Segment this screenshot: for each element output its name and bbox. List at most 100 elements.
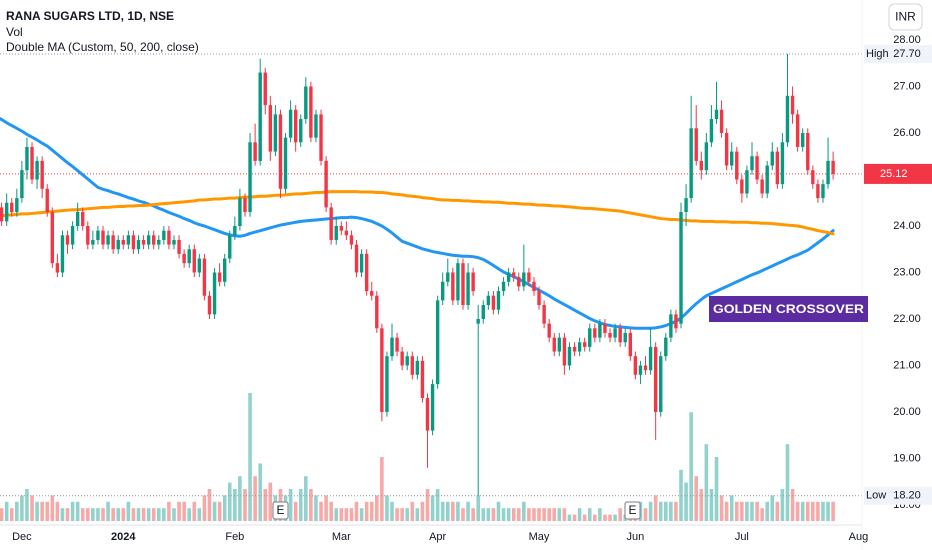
- volume-bar: [70, 501, 75, 521]
- candle-body: [390, 337, 394, 357]
- candle-body: [724, 132, 729, 166]
- candle-body: [141, 239, 146, 245]
- volume-bar: [491, 508, 496, 521]
- candle-body: [162, 230, 166, 240]
- volume-bar: [85, 508, 90, 521]
- candle-body: [547, 323, 551, 338]
- candle-body: [638, 365, 643, 375]
- x-tick-label: Jul: [735, 531, 749, 543]
- volume-bar: [20, 495, 24, 521]
- candle-body: [167, 230, 171, 245]
- axis-layer: 18.0019.0020.0021.0022.0023.0024.0025.00…: [12, 34, 932, 543]
- candle-body: [349, 235, 354, 245]
- candle-body: [81, 212, 85, 226]
- candle-body: [359, 253, 364, 273]
- candle-body: [0, 207, 4, 222]
- candle-body: [603, 323, 607, 333]
- candle-body: [582, 342, 587, 347]
- candle-body: [334, 225, 338, 240]
- volume-bar: [15, 501, 19, 521]
- volume-bar: [304, 476, 308, 521]
- currency-box[interactable]: [888, 3, 923, 31]
- candle-body: [557, 337, 562, 352]
- volume-bar: [106, 501, 110, 521]
- volume-bar: [435, 489, 440, 521]
- candle-body: [770, 151, 774, 166]
- volume-bar: [567, 514, 572, 521]
- volume-bar: [45, 501, 50, 521]
- volume-bar: [511, 508, 516, 521]
- earnings-marker[interactable]: [272, 501, 289, 520]
- x-tick-label: Jun: [627, 531, 645, 543]
- volume-bar: [734, 501, 739, 521]
- candle-body: [501, 281, 506, 292]
- candle-body: [268, 105, 273, 152]
- candle-body: [674, 314, 678, 329]
- candle-body: [126, 235, 131, 245]
- candle-body: [395, 337, 399, 352]
- y-tick-label: 19.00: [893, 452, 921, 464]
- volume-bar: [167, 501, 171, 521]
- candle-body: [157, 239, 161, 245]
- low-name: Low: [866, 490, 886, 502]
- volume-bar: [816, 501, 820, 521]
- volume-bar: [146, 508, 151, 521]
- high-value-label: 27.70: [893, 48, 921, 60]
- earnings-label[interactable]: E: [276, 503, 284, 517]
- candle-body: [598, 323, 602, 338]
- volume-bar: [288, 489, 293, 521]
- high-name: High: [866, 48, 889, 60]
- candle-body: [10, 202, 14, 213]
- candle-body: [258, 72, 262, 161]
- indicator-legend: Double MA (Custom, 50, 200, close): [6, 40, 199, 54]
- volume-bar: [131, 508, 136, 521]
- x-tick-label: 2024: [111, 531, 136, 543]
- volume-bar: [202, 495, 207, 521]
- candle-body: [714, 109, 719, 120]
- volume-bar: [243, 489, 247, 521]
- last-badge: [864, 163, 932, 184]
- candle-body: [506, 272, 511, 282]
- candle-body: [451, 272, 455, 301]
- volume-bar: [415, 508, 420, 521]
- candle-body: [552, 337, 556, 352]
- volume-bar: [445, 501, 450, 521]
- y-tick-label: 23.00: [893, 266, 921, 278]
- volume-bar: [420, 501, 425, 521]
- volume-bar: [704, 444, 709, 521]
- volume-bar: [694, 476, 699, 521]
- currency-label[interactable]: INR: [895, 10, 916, 24]
- volume-bar: [50, 495, 55, 521]
- volume-bar: [663, 501, 668, 521]
- candle-body: [517, 277, 521, 287]
- volume-bar: [263, 489, 268, 521]
- earnings-label[interactable]: E: [628, 503, 636, 517]
- earnings-marker[interactable]: [624, 501, 641, 520]
- volume-bar: [324, 495, 328, 521]
- candle-body: [425, 398, 430, 431]
- volume-bar: [481, 508, 486, 521]
- candle-body: [466, 272, 470, 306]
- annotation-text: GOLDEN CROSSOVER: [713, 302, 864, 316]
- volume-bar: [425, 489, 430, 521]
- candle-body: [65, 235, 70, 245]
- volume-bar: [456, 501, 460, 521]
- low-badge: [864, 486, 932, 505]
- volume-bar: [440, 501, 445, 521]
- last-value-label: 25.12: [880, 168, 908, 180]
- ma-layer: [0, 116, 835, 330]
- volume-bar: [689, 412, 693, 521]
- candle-body: [40, 160, 44, 189]
- candle-body: [370, 291, 374, 296]
- candle-body: [50, 212, 55, 264]
- volume-bar: [55, 501, 60, 521]
- volume-bar: [136, 508, 141, 521]
- volume-bar: [298, 489, 303, 521]
- volume-bar: [821, 501, 825, 521]
- candle-body: [648, 346, 653, 371]
- candle-body: [217, 272, 222, 282]
- volume-bar: [785, 444, 790, 521]
- candle-body: [86, 225, 90, 245]
